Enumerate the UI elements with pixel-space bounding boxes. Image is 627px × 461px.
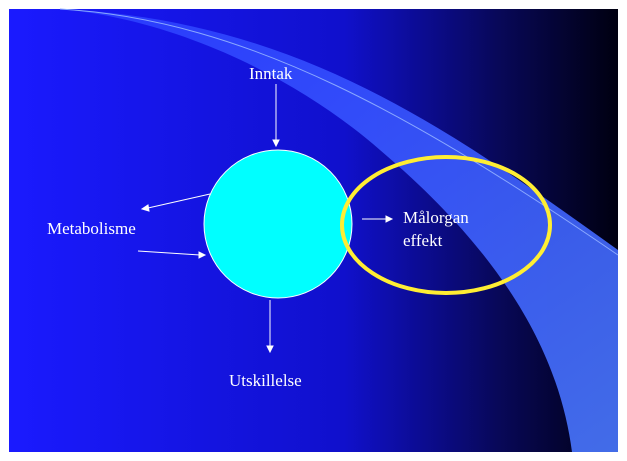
node-label: Målorgan <box>403 208 469 227</box>
center-circle <box>203 149 353 299</box>
node-label: Utskillelse <box>229 371 302 390</box>
decorative-band <box>60 9 618 452</box>
node-label: effekt <box>403 231 443 250</box>
highlight-ellipse <box>340 155 552 295</box>
decorative-curve <box>59 8 619 256</box>
arrows <box>137 84 394 354</box>
node-label: Inntak <box>249 64 293 83</box>
node-label: Metabolisme <box>47 219 136 238</box>
